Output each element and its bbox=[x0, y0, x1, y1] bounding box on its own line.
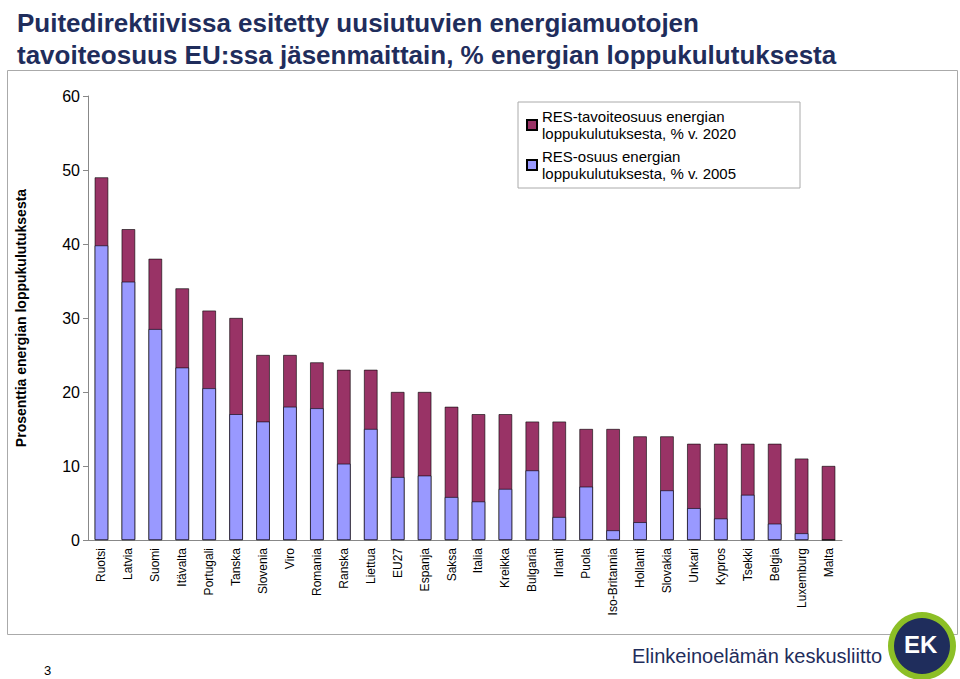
svg-text:40: 40 bbox=[62, 236, 80, 253]
svg-text:30: 30 bbox=[62, 310, 80, 327]
svg-text:Elinkeinoelämän keskusliitto: Elinkeinoelämän keskusliitto bbox=[632, 645, 882, 667]
svg-text:Belgia: Belgia bbox=[768, 548, 782, 582]
svg-text:Espanja: Espanja bbox=[418, 548, 432, 592]
svg-text:Itävalta: Itävalta bbox=[175, 548, 189, 587]
svg-text:Tsekki: Tsekki bbox=[741, 548, 755, 581]
svg-text:loppukulutuksesta, % v. 2005: loppukulutuksesta, % v. 2005 bbox=[542, 165, 736, 182]
svg-text:Puola: Puola bbox=[579, 548, 593, 579]
svg-text:Saksa: Saksa bbox=[445, 548, 459, 582]
svg-text:0: 0 bbox=[71, 532, 80, 549]
svg-text:Bulgaria: Bulgaria bbox=[525, 548, 539, 592]
svg-text:Romania: Romania bbox=[310, 548, 324, 596]
svg-text:Italia: Italia bbox=[471, 548, 485, 574]
svg-text:Liettua: Liettua bbox=[364, 548, 378, 584]
svg-text:Viro: Viro bbox=[283, 548, 297, 569]
svg-text:Tanska: Tanska bbox=[229, 548, 243, 586]
svg-text:20: 20 bbox=[62, 384, 80, 401]
svg-text:Hollanti: Hollanti bbox=[633, 548, 647, 588]
svg-text:tavoiteosuus EU:ssa jäsenmaitt: tavoiteosuus EU:ssa jäsenmaittain, % ene… bbox=[17, 40, 837, 70]
svg-text:Latvia: Latvia bbox=[121, 548, 135, 580]
svg-text:Ruotsi: Ruotsi bbox=[94, 548, 108, 582]
svg-text:Luxemburg: Luxemburg bbox=[795, 548, 809, 608]
svg-text:60: 60 bbox=[62, 88, 80, 105]
svg-text:Unkari: Unkari bbox=[687, 548, 701, 583]
svg-text:EU27: EU27 bbox=[391, 548, 405, 578]
svg-text:RES-osuus energian: RES-osuus energian bbox=[542, 148, 685, 165]
svg-text:50: 50 bbox=[62, 162, 80, 179]
svg-text:Irlanti: Irlanti bbox=[552, 548, 566, 577]
svg-text:Portugali: Portugali bbox=[202, 548, 216, 595]
svg-text:Slovenia: Slovenia bbox=[256, 548, 270, 594]
svg-text:Kypros: Kypros bbox=[714, 548, 728, 585]
svg-text:Prosenttia energian loppukulut: Prosenttia energian loppukulutuksesta bbox=[13, 189, 29, 447]
svg-text:loppukulutuksesta, % v. 2020: loppukulutuksesta, % v. 2020 bbox=[542, 125, 736, 142]
svg-text:Kreikka: Kreikka bbox=[498, 548, 512, 588]
svg-text:Malta: Malta bbox=[822, 548, 836, 578]
svg-text:Slovakia: Slovakia bbox=[660, 548, 674, 594]
svg-text:Iso-Britannia: Iso-Britannia bbox=[606, 548, 620, 616]
svg-text:Suomi: Suomi bbox=[148, 548, 162, 582]
svg-text:Ranska: Ranska bbox=[337, 548, 351, 589]
svg-text:RES-tavoiteosuus energian: RES-tavoiteosuus energian bbox=[542, 108, 729, 125]
svg-text:Puitedirektiivissa esitetty uu: Puitedirektiivissa esitetty uusiutuvien … bbox=[17, 8, 699, 38]
svg-text:EK: EK bbox=[904, 631, 938, 658]
svg-text:10: 10 bbox=[62, 458, 80, 475]
svg-text:3: 3 bbox=[44, 663, 51, 678]
